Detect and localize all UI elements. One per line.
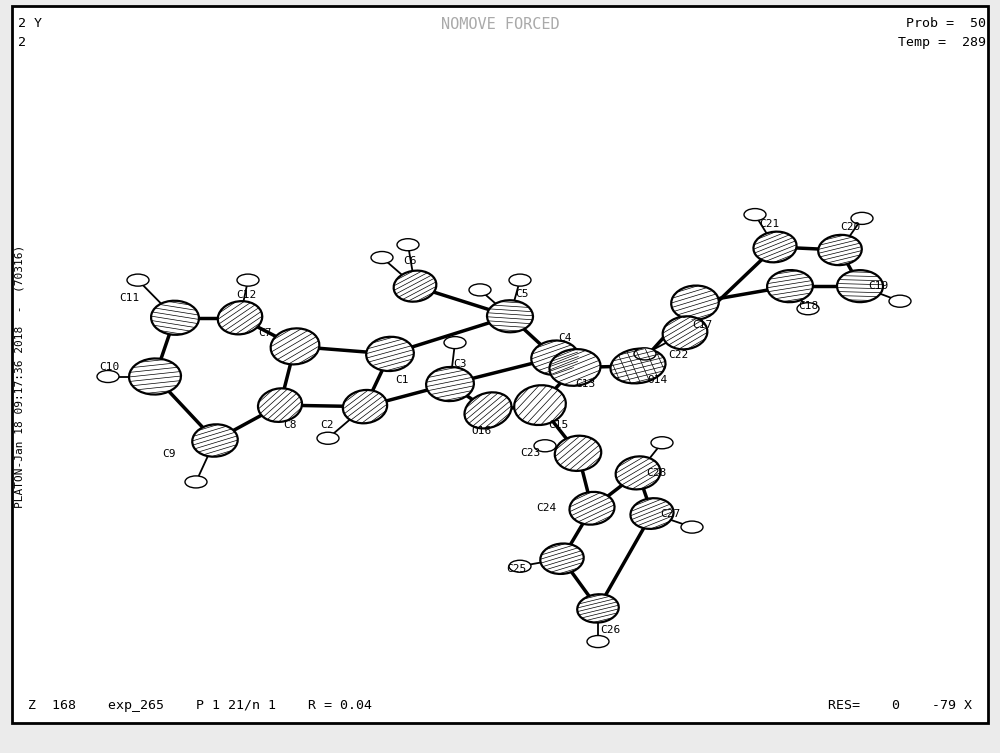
Text: C17: C17 [692,320,712,331]
Text: Prob =  50: Prob = 50 [906,17,986,29]
Ellipse shape [587,636,609,648]
Text: C6: C6 [403,255,417,266]
Ellipse shape [837,270,883,302]
Text: Temp =  289: Temp = 289 [898,36,986,49]
Text: C26: C26 [600,624,620,635]
Ellipse shape [555,436,601,471]
Ellipse shape [534,440,556,452]
Text: 2 Y: 2 Y [18,17,42,29]
Ellipse shape [577,594,619,623]
Ellipse shape [797,303,819,315]
Text: C4: C4 [558,333,572,343]
Ellipse shape [192,424,238,457]
Ellipse shape [129,358,181,395]
Ellipse shape [744,209,766,221]
Ellipse shape [889,295,911,307]
Ellipse shape [569,492,615,525]
Ellipse shape [531,340,579,375]
Text: NOMOVE FORCED: NOMOVE FORCED [441,17,559,32]
Text: C12: C12 [236,290,256,300]
Ellipse shape [271,328,319,364]
Text: C23: C23 [520,448,540,459]
Ellipse shape [767,270,813,302]
Ellipse shape [509,274,531,286]
Text: 2: 2 [18,36,26,49]
Text: C27: C27 [660,508,680,519]
Text: C15: C15 [548,419,568,430]
Ellipse shape [630,498,674,529]
Ellipse shape [610,349,666,383]
Ellipse shape [237,274,259,286]
Ellipse shape [851,212,873,224]
Ellipse shape [371,252,393,264]
Ellipse shape [469,284,491,296]
Text: C3: C3 [453,359,467,370]
Text: C7: C7 [258,328,272,338]
Text: C22: C22 [668,350,688,361]
Text: O14: O14 [648,374,668,385]
Ellipse shape [444,337,466,349]
Text: C10: C10 [99,362,119,373]
Ellipse shape [818,235,862,265]
Ellipse shape [317,432,339,444]
Ellipse shape [185,476,207,488]
Ellipse shape [151,300,199,335]
Ellipse shape [651,437,673,449]
Ellipse shape [465,392,511,428]
Text: Z  168    exp_265    P 1 21/n 1    R = 0.04: Z 168 exp_265 P 1 21/n 1 R = 0.04 [28,699,372,712]
Ellipse shape [97,370,119,383]
Ellipse shape [426,367,474,401]
Text: C21: C21 [759,219,779,230]
Text: C24: C24 [536,503,556,514]
Text: PLATON-Jan 18 09:17:36 2018  -  (70316): PLATON-Jan 18 09:17:36 2018 - (70316) [15,245,25,508]
Ellipse shape [514,386,566,425]
Text: C28: C28 [646,468,666,478]
Ellipse shape [258,389,302,422]
Text: C11: C11 [119,293,139,303]
Text: C2: C2 [320,420,334,431]
Text: C19: C19 [868,281,888,291]
Text: C25: C25 [506,564,526,575]
Text: O16: O16 [472,426,492,437]
Text: C9: C9 [162,449,176,459]
Text: RES=    0    -79 X: RES= 0 -79 X [828,699,972,712]
Ellipse shape [540,544,584,574]
Ellipse shape [487,300,533,332]
Ellipse shape [397,239,419,251]
Ellipse shape [671,285,719,320]
Ellipse shape [681,521,703,533]
Ellipse shape [218,301,262,334]
Text: C20: C20 [840,222,860,233]
Ellipse shape [549,349,601,386]
Ellipse shape [394,270,436,302]
Ellipse shape [663,316,707,349]
Ellipse shape [127,274,149,286]
Text: C18: C18 [798,300,818,311]
Ellipse shape [616,456,660,489]
Ellipse shape [509,560,531,572]
Ellipse shape [343,390,387,423]
Text: C1: C1 [395,375,409,386]
Ellipse shape [753,232,797,262]
Text: C8: C8 [283,419,297,430]
Text: C13: C13 [575,379,595,389]
Text: C5: C5 [515,288,529,299]
Ellipse shape [634,348,656,360]
Ellipse shape [366,337,414,371]
